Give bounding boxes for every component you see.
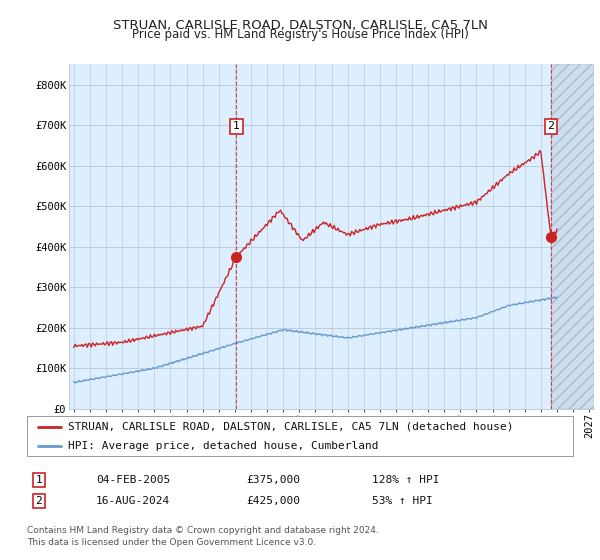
Text: Price paid vs. HM Land Registry's House Price Index (HPI): Price paid vs. HM Land Registry's House … [131, 28, 469, 41]
Text: HPI: Average price, detached house, Cumberland: HPI: Average price, detached house, Cumb… [68, 441, 379, 451]
Text: 2: 2 [547, 122, 554, 132]
Text: 1: 1 [35, 475, 43, 485]
Text: STRUAN, CARLISLE ROAD, DALSTON, CARLISLE, CA5 7LN (detached house): STRUAN, CARLISLE ROAD, DALSTON, CARLISLE… [68, 422, 514, 432]
Text: £425,000: £425,000 [246, 496, 300, 506]
Bar [551, 64, 594, 409]
Text: £375,000: £375,000 [246, 475, 300, 485]
Text: 1: 1 [233, 122, 240, 132]
Text: 16-AUG-2024: 16-AUG-2024 [96, 496, 170, 506]
Text: STRUAN, CARLISLE ROAD, DALSTON, CARLISLE, CA5 7LN: STRUAN, CARLISLE ROAD, DALSTON, CARLISLE… [113, 18, 487, 32]
Text: 53% ↑ HPI: 53% ↑ HPI [372, 496, 433, 506]
Bar [551, 64, 594, 409]
Text: 04-FEB-2005: 04-FEB-2005 [96, 475, 170, 485]
Text: Contains HM Land Registry data © Crown copyright and database right 2024.
This d: Contains HM Land Registry data © Crown c… [27, 526, 379, 547]
Text: 2: 2 [35, 496, 43, 506]
Text: 128% ↑ HPI: 128% ↑ HPI [372, 475, 439, 485]
